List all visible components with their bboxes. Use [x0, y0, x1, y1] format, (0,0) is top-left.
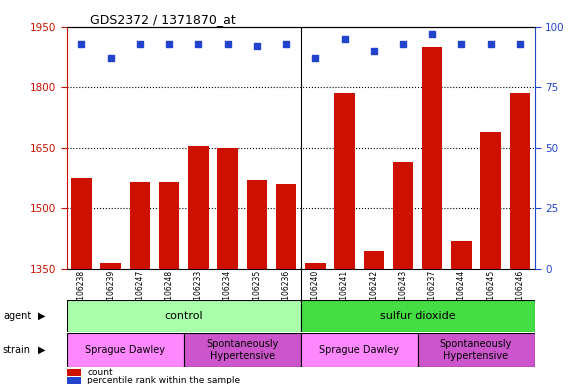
Text: GSM106238: GSM106238: [77, 270, 86, 316]
Point: [369, 48, 378, 54]
Bar: [364, 251, 384, 269]
Point: [311, 55, 320, 61]
Point: [399, 41, 408, 47]
Text: GSM106246: GSM106246: [515, 270, 525, 316]
Bar: [510, 93, 530, 269]
Text: percentile rank within the sample: percentile rank within the sample: [87, 376, 241, 384]
Bar: [422, 47, 443, 269]
Bar: [305, 263, 325, 269]
Text: GSM106239: GSM106239: [106, 270, 115, 316]
Bar: [159, 182, 180, 269]
Bar: [184, 333, 301, 367]
Text: GSM106248: GSM106248: [164, 270, 174, 316]
Text: GSM106244: GSM106244: [457, 270, 466, 316]
Text: GSM106233: GSM106233: [194, 270, 203, 316]
Text: GSM106242: GSM106242: [370, 270, 378, 316]
Point: [106, 55, 115, 61]
Point: [340, 36, 349, 42]
Text: GSM106245: GSM106245: [486, 270, 495, 316]
Text: GSM106241: GSM106241: [340, 270, 349, 316]
Text: GSM106235: GSM106235: [252, 270, 261, 316]
Point: [164, 41, 174, 47]
Text: Sprague Dawley: Sprague Dawley: [319, 345, 399, 355]
Bar: [276, 184, 296, 269]
Point: [457, 41, 466, 47]
Point: [281, 41, 290, 47]
Bar: [301, 333, 418, 367]
Bar: [334, 93, 355, 269]
Bar: [393, 162, 413, 269]
Text: count: count: [87, 367, 113, 377]
Text: GSM106234: GSM106234: [223, 270, 232, 316]
Bar: [301, 300, 535, 332]
Point: [135, 41, 145, 47]
Point: [77, 41, 86, 47]
Bar: [101, 263, 121, 269]
Bar: [480, 132, 501, 269]
Text: Spontaneously
Hypertensive: Spontaneously Hypertensive: [440, 339, 512, 361]
Point: [486, 41, 496, 47]
Bar: [71, 178, 92, 269]
Text: GSM106237: GSM106237: [428, 270, 437, 316]
Text: sulfur dioxide: sulfur dioxide: [380, 311, 456, 321]
Text: ▶: ▶: [38, 345, 45, 355]
Bar: [451, 240, 472, 269]
Bar: [217, 148, 238, 269]
Point: [252, 43, 261, 49]
Point: [428, 31, 437, 37]
Text: GSM106236: GSM106236: [282, 270, 290, 316]
Text: ▶: ▶: [38, 311, 45, 321]
Text: GDS2372 / 1371870_at: GDS2372 / 1371870_at: [90, 13, 236, 26]
Bar: [130, 182, 150, 269]
Bar: [67, 333, 184, 367]
Text: GSM106240: GSM106240: [311, 270, 320, 316]
Point: [223, 41, 232, 47]
Point: [193, 41, 203, 47]
Point: [515, 41, 525, 47]
Text: GSM106247: GSM106247: [135, 270, 145, 316]
Text: Sprague Dawley: Sprague Dawley: [85, 345, 165, 355]
Bar: [246, 180, 267, 269]
Text: Spontaneously
Hypertensive: Spontaneously Hypertensive: [206, 339, 278, 361]
Text: strain: strain: [3, 345, 31, 355]
Text: agent: agent: [3, 311, 31, 321]
Text: control: control: [164, 311, 203, 321]
Bar: [418, 333, 535, 367]
Bar: [67, 300, 301, 332]
Bar: [188, 146, 209, 269]
Text: GSM106243: GSM106243: [399, 270, 407, 316]
